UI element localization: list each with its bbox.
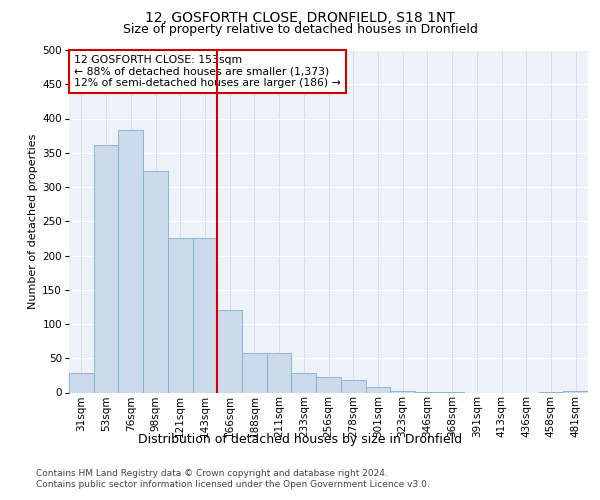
- Bar: [316, 376, 341, 392]
- Bar: [292, 374, 316, 392]
- Text: Size of property relative to detached houses in Dronfield: Size of property relative to detached ho…: [122, 22, 478, 36]
- Bar: [563, 391, 588, 392]
- Bar: [168, 238, 193, 392]
- Bar: [390, 391, 415, 392]
- Y-axis label: Number of detached properties: Number of detached properties: [28, 134, 38, 309]
- Bar: [69, 374, 94, 392]
- Text: 12, GOSFORTH CLOSE, DRONFIELD, S18 1NT: 12, GOSFORTH CLOSE, DRONFIELD, S18 1NT: [145, 11, 455, 25]
- Bar: [193, 238, 217, 392]
- Bar: [341, 380, 365, 392]
- Text: Distribution of detached houses by size in Dronfield: Distribution of detached houses by size …: [138, 432, 462, 446]
- Bar: [143, 171, 168, 392]
- Bar: [94, 144, 118, 392]
- Bar: [242, 353, 267, 393]
- Text: 12 GOSFORTH CLOSE: 153sqm
← 88% of detached houses are smaller (1,373)
12% of se: 12 GOSFORTH CLOSE: 153sqm ← 88% of detac…: [74, 55, 341, 88]
- Bar: [365, 387, 390, 392]
- Text: Contains HM Land Registry data © Crown copyright and database right 2024.: Contains HM Land Registry data © Crown c…: [36, 469, 388, 478]
- Bar: [118, 130, 143, 392]
- Bar: [217, 310, 242, 392]
- Bar: [267, 353, 292, 393]
- Text: Contains public sector information licensed under the Open Government Licence v3: Contains public sector information licen…: [36, 480, 430, 489]
